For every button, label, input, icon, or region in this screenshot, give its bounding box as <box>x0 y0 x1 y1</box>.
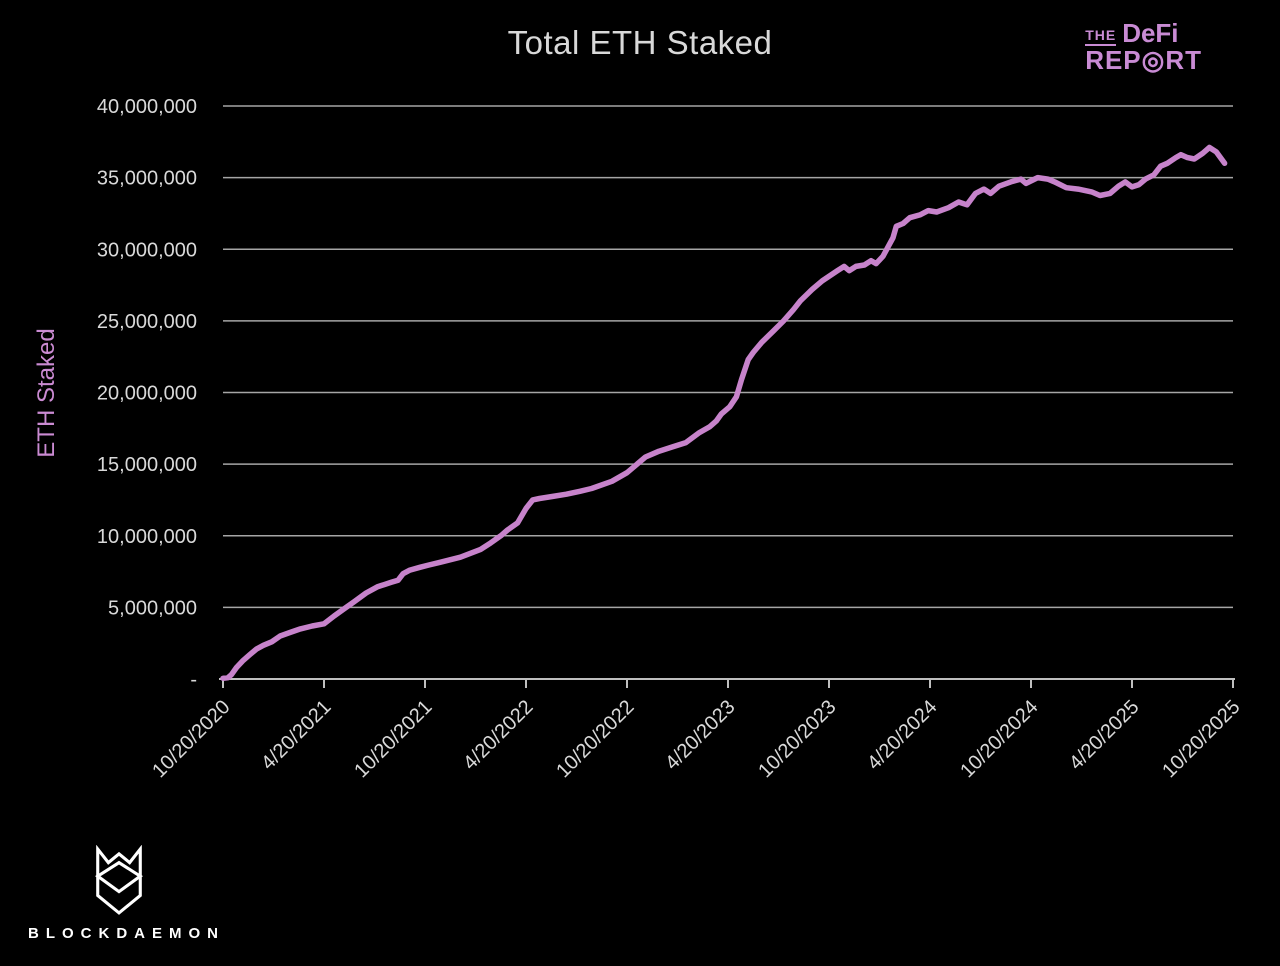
x-tick-label: 4/20/2021 <box>257 696 335 774</box>
y-tick-label: 15,000,000 <box>97 454 197 476</box>
y-tick-label: 20,000,000 <box>97 383 197 405</box>
x-axis <box>219 678 1235 688</box>
x-tick-label: 10/20/2020 <box>148 696 234 782</box>
y-tick-label: 35,000,000 <box>97 168 197 190</box>
x-tick-label: 10/20/2024 <box>956 696 1042 782</box>
y-tick-label: 5,000,000 <box>108 597 197 619</box>
y-tick-label: - <box>190 669 197 691</box>
blockdaemon-wordmark: BLOCKDAEMON <box>28 925 225 942</box>
x-tick-label: 4/20/2022 <box>459 696 537 774</box>
x-tick-label: 10/20/2025 <box>1158 696 1244 782</box>
y-tick-label: 10,000,000 <box>97 526 197 548</box>
defi-logo-defi: DeFi <box>1122 18 1179 48</box>
y-tick-label: 25,000,000 <box>97 311 197 333</box>
x-tick-label: 4/20/2025 <box>1065 696 1143 774</box>
eth-staked-series-line <box>220 144 1228 682</box>
page-title: Total ETH Staked <box>507 24 773 61</box>
defi-logo-the: THE <box>1085 28 1117 46</box>
y-tick-label: 40,000,000 <box>97 96 197 118</box>
y-axis-title: ETH Staked <box>33 328 60 458</box>
x-axis-tick-labels: 10/20/2020 4/20/2021 10/20/2021 4/20/2022 10… <box>148 696 1244 782</box>
x-tick-label: 10/20/2022 <box>552 696 638 782</box>
x-tick-label: 4/20/2023 <box>661 696 739 774</box>
y-tick-label: 30,000,000 <box>97 239 197 261</box>
x-tick-label: 10/20/2023 <box>754 696 840 782</box>
defi-logo-report: REP◎RT <box>1085 45 1202 75</box>
blockdaemon-shield-icon <box>94 845 144 915</box>
x-tick-label: 10/20/2021 <box>350 696 436 782</box>
y-axis-tick-labels: - 5,000,000 10,000,000 15,000,000 20,000,000… <box>97 96 197 691</box>
x-tick-label: 4/20/2024 <box>863 696 941 774</box>
gridlines <box>223 105 1233 609</box>
blockdaemon-logo: BLOCKDAEMON <box>28 845 225 942</box>
defi-report-logo: THE DeFi REP◎RT <box>1085 20 1202 73</box>
